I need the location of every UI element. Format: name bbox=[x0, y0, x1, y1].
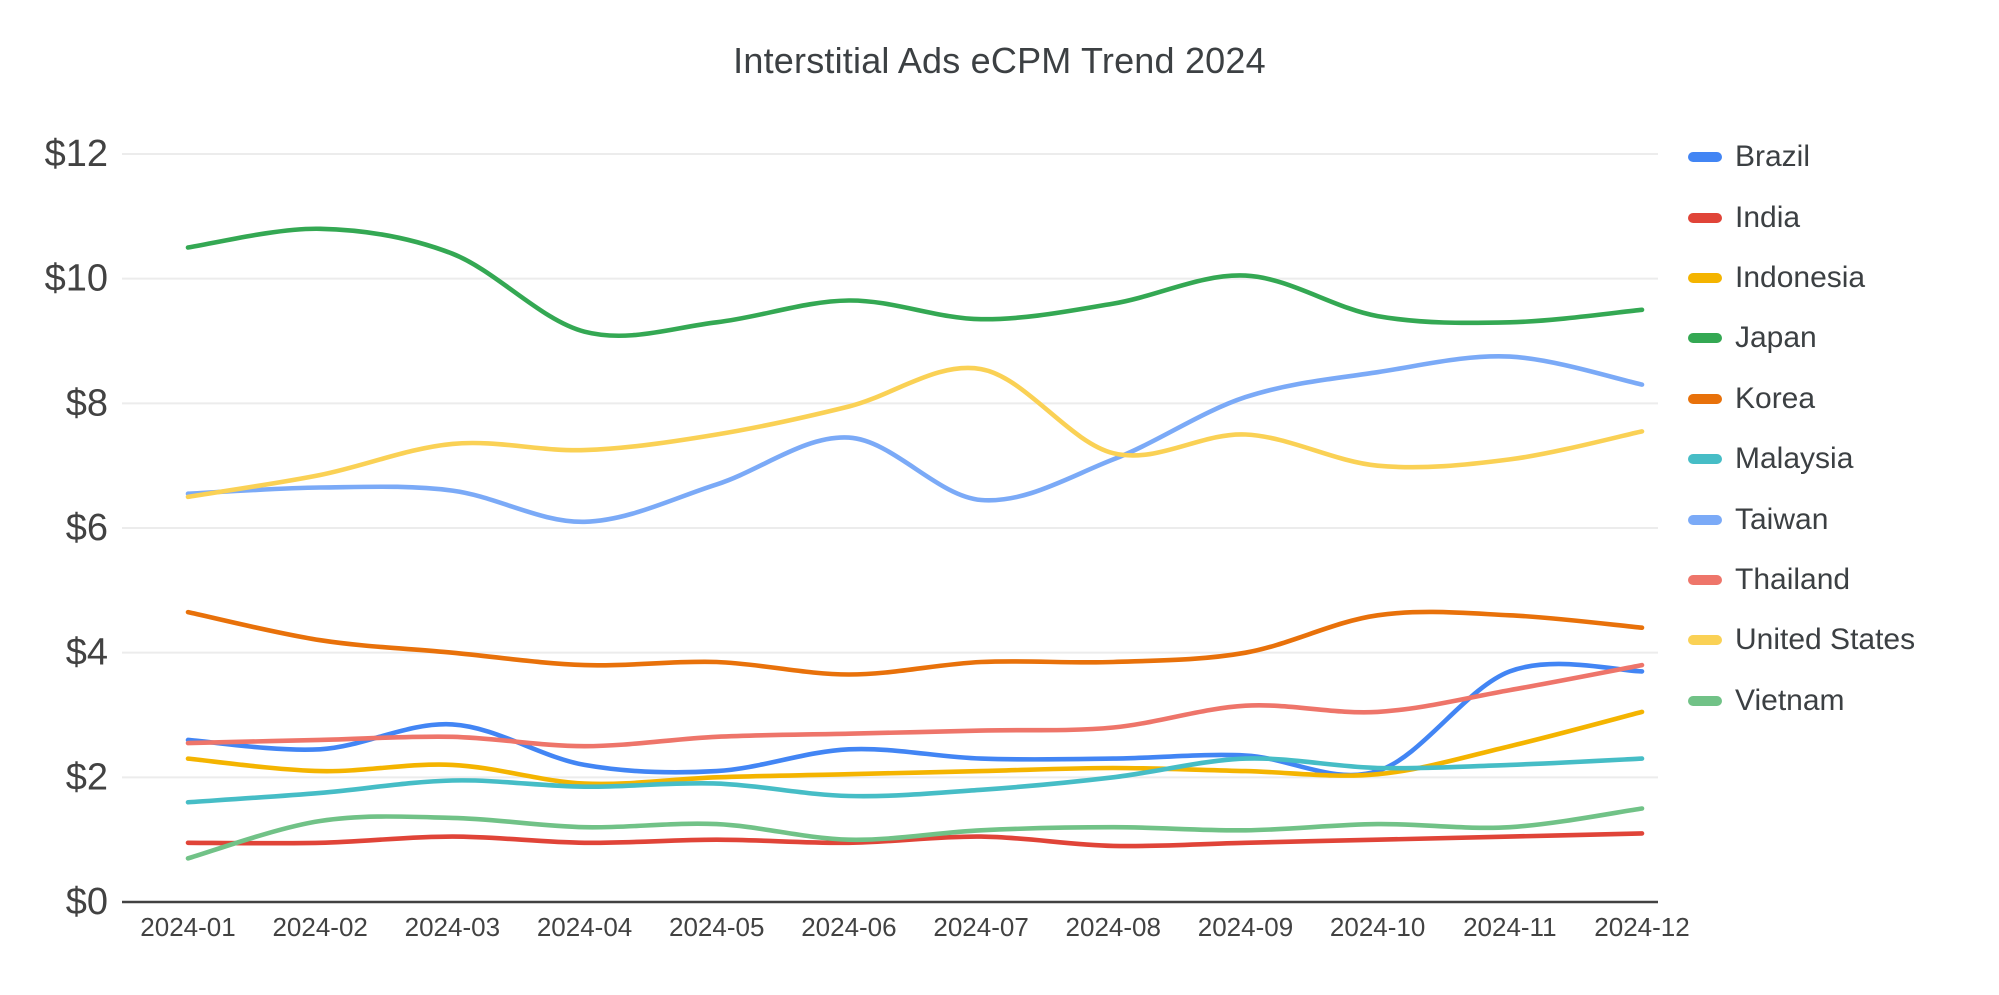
legend-label: Thailand bbox=[1735, 562, 1851, 596]
series-line-korea[interactable] bbox=[185, 609, 1645, 677]
x-tick-label: 2024-04 bbox=[537, 912, 632, 942]
legend-item-united-states[interactable]: United States bbox=[1688, 610, 1915, 670]
y-tick-label: $12 bbox=[45, 133, 108, 175]
series-line-vietnam[interactable] bbox=[185, 806, 1645, 861]
legend-label: Korea bbox=[1735, 381, 1816, 415]
y-tick-label: $6 bbox=[66, 507, 108, 549]
legend-item-japan[interactable]: Japan bbox=[1688, 308, 1915, 368]
legend-swatch-thailand bbox=[1688, 574, 1722, 585]
legend-label: Japan bbox=[1735, 321, 1817, 355]
x-tick-label: 2024-01 bbox=[140, 912, 235, 942]
x-tick-label: 2024-11 bbox=[1463, 912, 1557, 942]
legend-label: Taiwan bbox=[1735, 502, 1829, 536]
x-tick-label: 2024-12 bbox=[1594, 912, 1689, 942]
legend-label: Brazil bbox=[1735, 140, 1811, 174]
legend-label: Vietnam bbox=[1735, 683, 1845, 717]
series-line-indonesia[interactable] bbox=[185, 709, 1645, 787]
legend-label: Indonesia bbox=[1735, 260, 1866, 294]
legend-swatch-india bbox=[1688, 212, 1722, 223]
legend-item-malaysia[interactable]: Malaysia bbox=[1688, 429, 1915, 489]
legend-swatch-brazil bbox=[1688, 152, 1722, 163]
legend-swatch-taiwan bbox=[1688, 514, 1722, 525]
legend-item-thailand[interactable]: Thailand bbox=[1688, 550, 1915, 610]
x-tick-label: 2024-06 bbox=[801, 912, 896, 942]
legend-label: Malaysia bbox=[1735, 442, 1854, 476]
legend: Brazil India Indonesia Japan Korea Malaysia Ta… bbox=[1688, 127, 1915, 731]
series-line-brazil[interactable] bbox=[185, 661, 1645, 778]
legend-item-brazil[interactable]: Brazil bbox=[1688, 127, 1915, 187]
legend-item-indonesia[interactable]: Indonesia bbox=[1688, 248, 1915, 308]
legend-item-vietnam[interactable]: Vietnam bbox=[1688, 671, 1915, 731]
legend-item-korea[interactable]: Korea bbox=[1688, 369, 1915, 429]
series-line-thailand[interactable] bbox=[185, 662, 1645, 749]
series-line-united-states[interactable] bbox=[185, 365, 1645, 500]
legend-swatch-indonesia bbox=[1688, 272, 1722, 283]
x-tick-label: 2024-02 bbox=[272, 912, 367, 942]
legend-swatch-united-states bbox=[1688, 635, 1722, 646]
x-tick-label: 2024-03 bbox=[405, 912, 500, 942]
legend-label: United States bbox=[1735, 623, 1916, 657]
legend-swatch-malaysia bbox=[1688, 454, 1722, 465]
legend-item-india[interactable]: India bbox=[1688, 187, 1915, 247]
y-tick-label: $10 bbox=[45, 258, 108, 300]
x-tick-label: 2024-10 bbox=[1330, 912, 1425, 942]
series-line-taiwan[interactable] bbox=[185, 354, 1645, 525]
legend-label: India bbox=[1735, 200, 1801, 234]
y-tick-label: $4 bbox=[66, 632, 108, 674]
x-tick-label: 2024-05 bbox=[669, 912, 764, 942]
y-tick-label: $2 bbox=[66, 756, 108, 798]
y-tick-label: $0 bbox=[66, 881, 108, 923]
x-tick-label: 2024-07 bbox=[933, 912, 1028, 942]
x-tick-label: 2024-09 bbox=[1198, 912, 1293, 942]
legend-swatch-korea bbox=[1688, 393, 1722, 404]
y-tick-label: $8 bbox=[66, 382, 108, 424]
x-tick-label: 2024-08 bbox=[1066, 912, 1161, 942]
legend-item-taiwan[interactable]: Taiwan bbox=[1688, 489, 1915, 549]
series-line-malaysia[interactable] bbox=[185, 756, 1645, 805]
legend-swatch-japan bbox=[1688, 333, 1722, 344]
series-line-japan[interactable] bbox=[185, 226, 1645, 339]
legend-swatch-vietnam bbox=[1688, 695, 1722, 706]
series-line-india[interactable] bbox=[185, 831, 1645, 849]
